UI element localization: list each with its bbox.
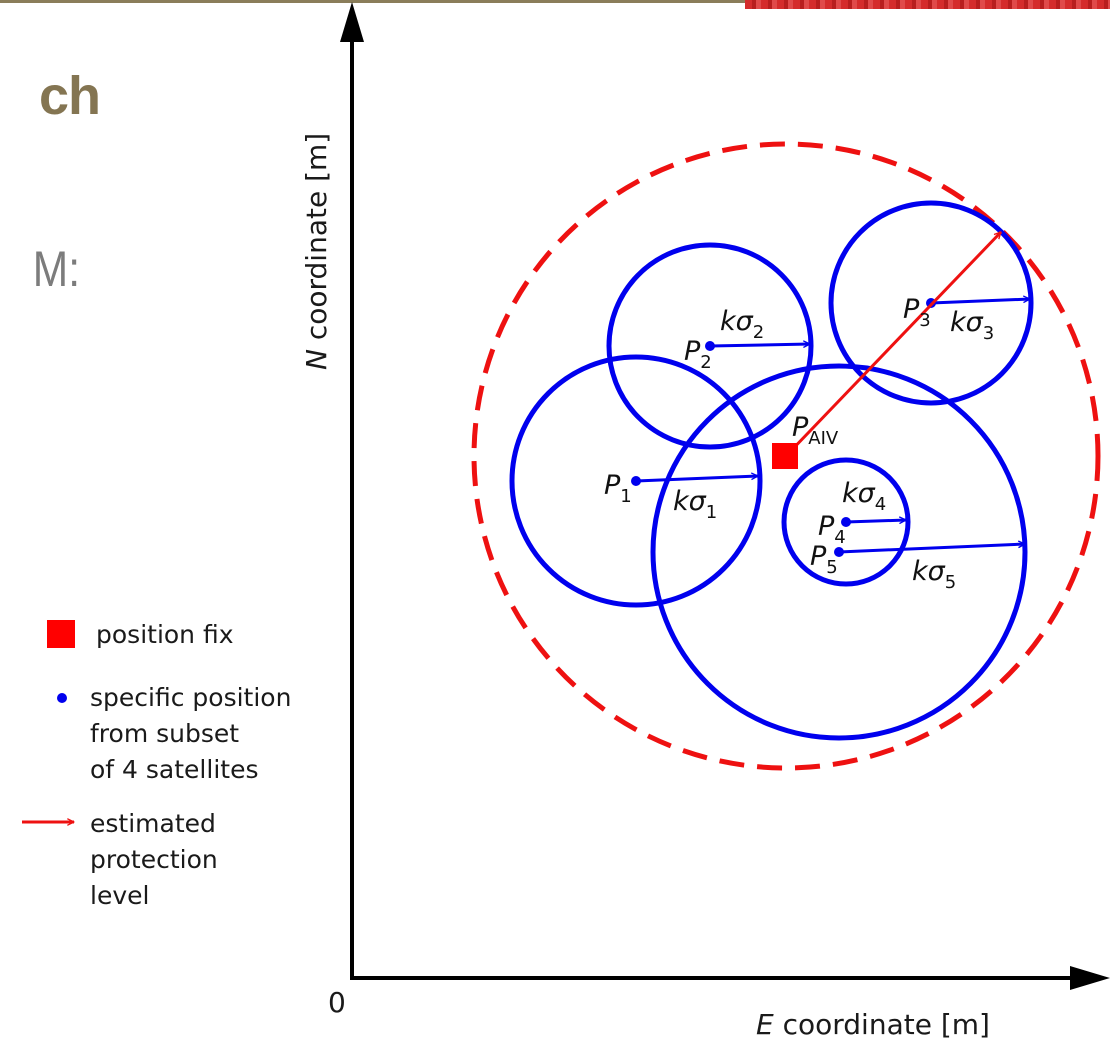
- ks3-arrow: [930, 299, 1030, 305]
- origin-label: 0: [328, 986, 346, 1019]
- slide-top-rule: [0, 0, 745, 3]
- circle-p3: [828, 200, 1034, 406]
- label-ks1: kσ1: [673, 486, 717, 523]
- y-axis-label-rest: coordinate [m]: [300, 133, 333, 349]
- legend-arrow-label-1: estimated: [90, 809, 216, 838]
- label-p2: P2: [684, 336, 712, 373]
- legend-arrow-label-2: protection: [90, 845, 218, 874]
- point-p4: [841, 517, 851, 527]
- legend-point-label-3: of 4 satellites: [90, 755, 258, 784]
- label-p4: P4: [818, 511, 846, 548]
- y-axis-arrowhead: [340, 2, 364, 42]
- position-fix-marker: [772, 443, 798, 469]
- legend-point-label-1: specific position: [90, 683, 291, 712]
- circle-p2: [606, 242, 814, 450]
- legend-point-swatch: [57, 693, 67, 703]
- x-axis-label: E coordinate [m]: [756, 1008, 990, 1040]
- legend-arrow-label-3: level: [90, 881, 149, 910]
- k-sigma-arrows: [635, 299, 1030, 554]
- label-ks3: kσ3: [950, 307, 994, 344]
- label-ks5: kσ5: [912, 556, 956, 593]
- legend-fix-label: position fix: [96, 620, 234, 649]
- point-p5: [834, 547, 844, 557]
- label-paiv: PAIV: [792, 412, 839, 449]
- ks4-arrow: [845, 520, 906, 522]
- protection-level-circle: [471, 141, 1101, 771]
- label-p5: P5: [810, 541, 838, 578]
- point-p2: [705, 341, 715, 351]
- circle-p4: [781, 457, 911, 587]
- x-axis-arrowhead: [1070, 966, 1110, 990]
- label-ks4: kσ4: [842, 478, 886, 515]
- y-axis-label: N coordinate [m]: [300, 133, 333, 370]
- label-p3: P3: [903, 294, 931, 331]
- ks5-arrow: [838, 544, 1025, 554]
- axes: [340, 2, 1110, 990]
- label-ks2: kσ2: [720, 306, 764, 343]
- legend: position fix specific position from subs…: [22, 620, 291, 910]
- legend-fix-swatch: [47, 620, 75, 648]
- legend-point-label-2: from subset: [90, 719, 239, 748]
- label-p1: P1: [604, 470, 632, 507]
- slide-header-image: [745, 0, 1110, 9]
- circle-p5: [650, 363, 1028, 741]
- ks2-arrow: [709, 344, 810, 346]
- slide-title-fragment: ch: [38, 66, 101, 126]
- y-axis-label-var: N: [300, 349, 333, 370]
- subset-circles: [509, 200, 1034, 741]
- ks1-arrow: [635, 476, 758, 483]
- x-axis-label-var: E: [756, 1008, 774, 1040]
- x-axis-label-rest: coordinate [m]: [774, 1008, 990, 1040]
- protection-level-arrow: [784, 232, 1003, 458]
- circle-p1: [509, 354, 763, 608]
- point-p1: [631, 476, 641, 486]
- slide-bullet-fragment: M:: [32, 241, 80, 297]
